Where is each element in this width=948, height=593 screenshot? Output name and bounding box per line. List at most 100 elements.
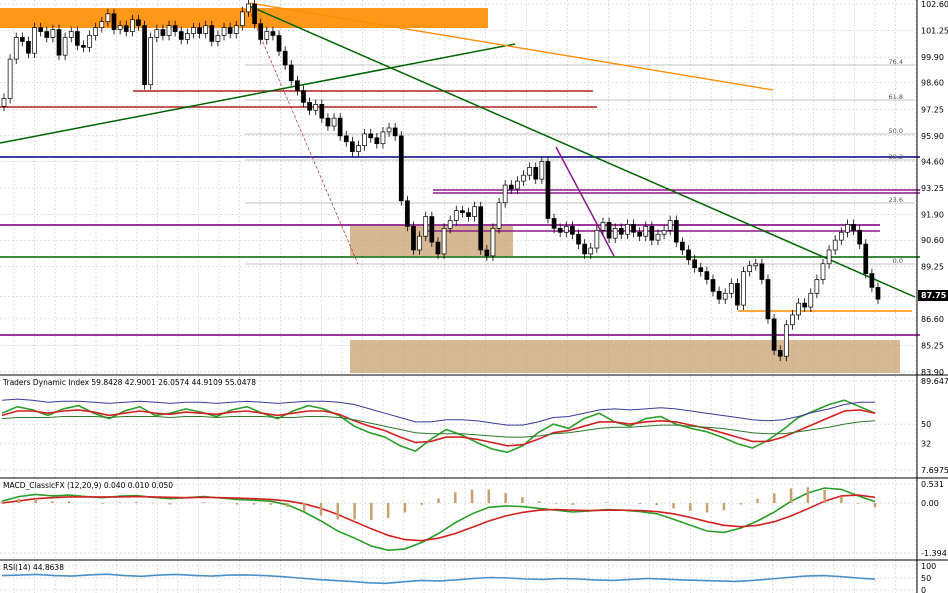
fib-label: 61.8: [889, 93, 903, 101]
trendline-orange[interactable]: [249, 2, 774, 91]
candle-body: [478, 206, 484, 251]
indicator-series-line: [1, 416, 876, 438]
candle-body: [44, 31, 50, 38]
candle-body: [221, 27, 227, 36]
price-tick-label: 95.90: [921, 132, 944, 141]
price-tick-label: 83.90: [921, 368, 944, 377]
panel-tick-label: 7.6975: [921, 466, 948, 475]
candle-body: [753, 263, 759, 267]
candle-body: [111, 13, 117, 30]
candle-body: [398, 135, 404, 202]
candle-body: [735, 283, 740, 306]
candle-body: [191, 27, 196, 34]
candle-body: [160, 29, 166, 36]
candle-body: [453, 210, 459, 221]
candle-body: [466, 212, 471, 217]
y-axis-labels: 102.60 101.25 99.90 98.60 97.25 95.90 94.60 93.…: [921, 0, 948, 593]
candle-body: [301, 90, 306, 103]
candle-body: [655, 233, 661, 241]
demand-zone-bottom[interactable]: [350, 340, 900, 373]
price-tick-label: 90.60: [921, 236, 944, 245]
candle-body: [240, 11, 245, 26]
candle-body: [808, 292, 814, 308]
candle-body: [435, 241, 441, 255]
candle-body: [661, 229, 667, 235]
candle-body: [570, 226, 575, 235]
indicator-series-line: [1, 399, 876, 454]
candle-body: [777, 350, 783, 357]
last-price-label: 87.75: [921, 291, 947, 300]
price-tick-label: 89.25: [921, 263, 944, 272]
candle-body: [875, 287, 881, 300]
candle-body: [460, 210, 465, 213]
price-tick-label: 101.25: [921, 27, 948, 36]
price-tick-label: 85.25: [921, 341, 944, 350]
candle-body: [563, 226, 569, 233]
price-tick-label: 102.60: [921, 0, 948, 9]
candle-body: [356, 145, 361, 152]
candle-body: [337, 117, 343, 137]
candle-body: [270, 31, 276, 36]
candle-body: [441, 227, 447, 255]
panel-tick-label: 100: [921, 562, 936, 571]
candle-body: [771, 318, 777, 351]
candle-body: [295, 80, 300, 91]
candle-body: [81, 44, 86, 48]
candle-body: [117, 25, 123, 30]
candle-body: [765, 279, 771, 320]
chart-grid: [0, 0, 917, 593]
fibonacci-retracement[interactable]: [245, 64, 915, 265]
trendline-green-up[interactable]: [0, 43, 516, 144]
candle-body: [258, 23, 264, 40]
macd-title: MACD_ClassicFX (12,20,9) 0.040 0.010 0.0…: [3, 481, 173, 490]
candle-body: [50, 29, 56, 38]
candle-body: [7, 58, 13, 99]
candle-body: [154, 29, 160, 38]
price-candles: [1, 0, 881, 362]
candle-body: [869, 273, 875, 288]
candle-body: [185, 33, 190, 40]
fib-label: 23.6: [889, 196, 903, 204]
candle-body: [350, 141, 355, 152]
candle-body: [502, 184, 508, 204]
candle-body: [838, 231, 844, 241]
candle-body: [411, 226, 416, 251]
candle-body: [863, 243, 869, 274]
candle-body: [325, 117, 331, 127]
price-tick-label: 86.60: [921, 315, 944, 324]
fib-anchor-dashed[interactable]: [246, 4, 359, 265]
trendline-purple-short[interactable]: [555, 146, 615, 257]
last-price-box: [918, 290, 948, 301]
candle-body: [227, 27, 233, 34]
candle-body: [13, 37, 19, 60]
candle-body: [747, 265, 753, 272]
candle-body: [704, 271, 710, 280]
candle-body: [288, 64, 294, 82]
candle-body: [796, 302, 801, 316]
candle-body: [246, 3, 251, 13]
candle-body: [209, 25, 215, 42]
candle-body: [197, 27, 202, 34]
candle-body: [783, 324, 789, 357]
trendline-green-down[interactable]: [246, 4, 916, 298]
candle-body: [625, 224, 630, 235]
candle-body: [631, 224, 636, 233]
candle-body: [582, 243, 587, 255]
price-tick-label: 91.90: [921, 211, 944, 220]
candle-body: [557, 227, 563, 233]
candle-body: [380, 131, 386, 145]
candle-body: [362, 133, 367, 147]
candle-body: [496, 202, 502, 229]
fib-level-labels: 76.4 61.8 50.0 38.2 23.6 0.0: [889, 58, 903, 265]
candle-body: [386, 127, 392, 133]
candle-body: [673, 220, 679, 243]
candle-body: [728, 283, 734, 294]
price-tick-label: 94.60: [921, 157, 944, 166]
drawing-objects[interactable]: [0, 2, 920, 373]
candle-body: [166, 25, 172, 36]
candle-body: [551, 218, 557, 229]
candle-body: [136, 19, 141, 26]
fib-label: 38.2: [889, 153, 903, 161]
candle-body: [612, 227, 618, 239]
candle-body: [722, 292, 728, 300]
